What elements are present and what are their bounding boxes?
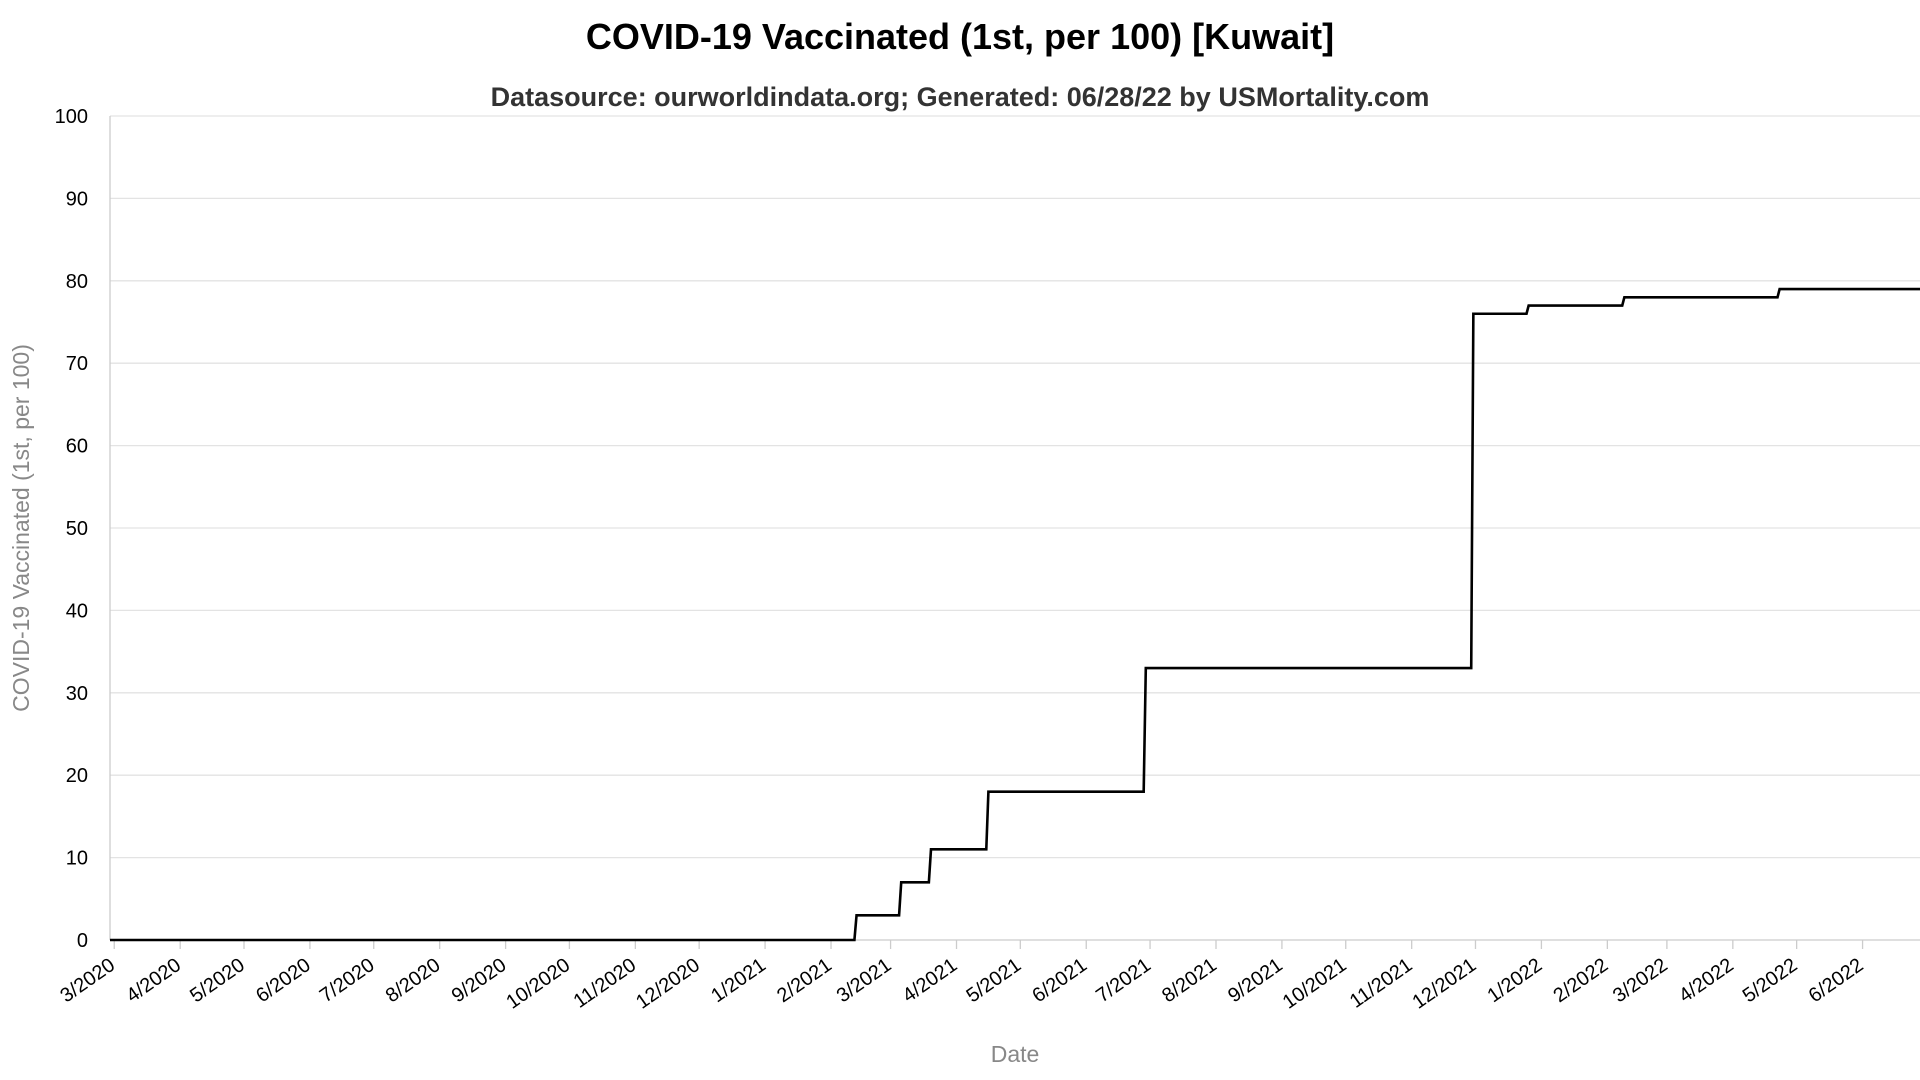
x-tick-label: 7/2020 [316,954,379,1007]
x-tick-label: 8/2020 [382,954,445,1007]
x-tick-label: 8/2021 [1158,954,1221,1007]
y-tick-label: 20 [66,765,88,787]
y-tick-label: 40 [66,600,88,622]
x-tick-label: 1/2022 [1484,954,1547,1007]
x-tick-label: 11/2021 [1346,954,1417,1013]
x-tick-label: 5/2020 [186,954,249,1007]
x-tick-label: 4/2020 [122,954,185,1007]
x-tick-label: 4/2021 [899,954,962,1007]
x-tick-label: 12/2020 [632,954,704,1013]
series-group [110,287,1920,942]
x-tick-label: 4/2022 [1675,954,1738,1007]
x-tick-label: 9/2020 [448,954,511,1007]
x-tick-label: 5/2021 [962,954,1025,1007]
x-tick-label: 6/2022 [1805,954,1868,1007]
series-line [110,287,1920,942]
x-tick-label: 10/2021 [1279,954,1351,1013]
y-tick-label: 30 [66,683,88,705]
x-axis-label: Date [991,1041,1040,1067]
y-axis-ticks: 0 10 20 30 40 50 60 70 80 90 100 [55,106,88,952]
y-axis-label: COVID-19 Vaccinated (1st, per 100) [8,344,34,712]
x-tick-label: 2/2021 [773,954,836,1007]
chart-title: COVID-19 Vaccinated (1st, per 100) [Kuwa… [586,16,1334,57]
x-tick-label: 3/2021 [833,954,896,1007]
x-axis-ticks: 3/2020 4/2020 5/2020 6/2020 7/2020 8/2020 9/20… [56,940,1867,1014]
y-tick-label: 80 [66,271,88,293]
x-tick-label: 6/2020 [252,954,315,1007]
x-tick-label: 6/2021 [1028,954,1091,1007]
x-tick-label: 3/2022 [1609,954,1672,1007]
x-tick-label: 2/2022 [1549,954,1612,1007]
x-tick-label: 12/2021 [1409,954,1481,1013]
x-tick-label: 7/2021 [1092,954,1155,1007]
x-tick-label: 5/2022 [1739,954,1802,1007]
y-tick-label: 60 [66,436,88,458]
x-tick-label: 9/2021 [1224,954,1287,1007]
x-tick-label: 3/2020 [56,954,119,1007]
chart-subtitle: Datasource: ourworldindata.org; Generate… [491,82,1430,112]
x-tick-label: 1/2021 [707,954,770,1007]
y-tick-label: 0 [77,930,88,952]
y-tick-label: 10 [66,848,88,870]
y-tick-label: 50 [66,518,88,540]
x-tick-label: 11/2020 [570,954,641,1013]
x-tick-label: 10/2020 [502,954,574,1013]
y-tick-label: 100 [55,106,88,128]
y-tick-label: 70 [66,353,88,375]
gridlines [110,115,1920,859]
y-tick-label: 90 [66,188,88,210]
